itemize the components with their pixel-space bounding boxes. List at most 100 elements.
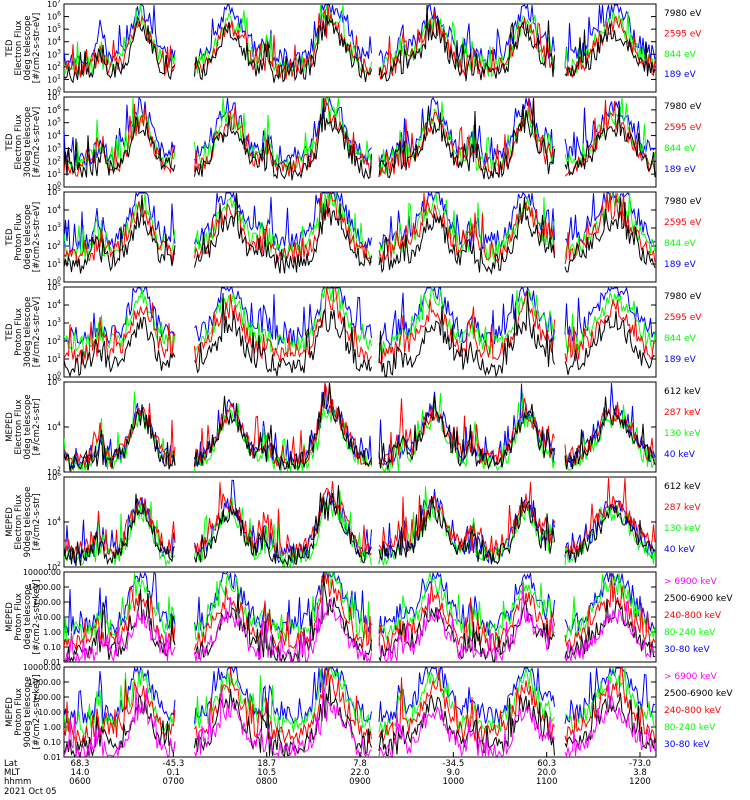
y-tick-label: 107 xyxy=(47,91,61,102)
y-tick-label: 104 xyxy=(47,299,61,310)
y-tick-label: 1000.00 xyxy=(28,678,61,687)
series-trace xyxy=(64,4,656,84)
y-axis-label: 0deg telescope xyxy=(23,15,33,80)
y-axis-label: TED xyxy=(5,39,15,58)
y-axis-label: TED xyxy=(5,323,15,342)
legend-entry: 189 eV xyxy=(664,70,697,80)
plot-area xyxy=(64,192,656,275)
y-axis-label: [#/cm2-s-str] xyxy=(32,399,42,456)
series-trace xyxy=(64,97,656,177)
y-tick-label: 10.00 xyxy=(38,708,61,717)
y-tick-label: 102 xyxy=(47,61,61,72)
legend-entry: 844 eV xyxy=(664,50,697,60)
y-axis-label: MEPED xyxy=(5,602,15,632)
series-trace xyxy=(64,391,656,472)
y-tick-label: 103 xyxy=(47,222,61,233)
series-trace xyxy=(64,97,656,167)
y-tick-label: 105 xyxy=(47,186,61,197)
series-trace xyxy=(64,4,656,69)
legend-entry: 287 keV xyxy=(664,503,701,513)
plot-area xyxy=(64,572,656,662)
y-tick-label: 103 xyxy=(47,48,61,59)
legend-entry: 844 eV xyxy=(664,334,697,344)
y-axis-label: 90deg telescope xyxy=(23,677,33,748)
y-tick-label: 100 xyxy=(47,86,61,97)
y-tick-label: 1.00 xyxy=(43,628,61,637)
y-tick-label: 102 xyxy=(47,561,61,572)
series-trace xyxy=(64,287,656,365)
legend-entry: 844 eV xyxy=(664,239,697,249)
legend-entry: 240-800 keV xyxy=(664,611,722,621)
y-tick-label: 101 xyxy=(47,73,61,84)
series-trace xyxy=(64,667,656,744)
y-axis-label: 0deg telescope xyxy=(23,204,33,269)
legend-entry: 612 keV xyxy=(664,482,701,492)
plot-frame xyxy=(63,3,657,93)
x-tick-lat: 60.3 xyxy=(537,759,556,769)
x-tick-hhmm: 1100 xyxy=(536,777,558,787)
legend-entry: > 6900 keV xyxy=(664,577,718,587)
y-tick-label: 105 xyxy=(47,23,61,34)
series-trace xyxy=(64,97,656,174)
x-tick-mlt: 9.0 xyxy=(447,768,461,778)
panel-4: 100 101 102 103 104 105 TED Proton Flux 30deg te… xyxy=(5,281,702,382)
y-tick-label: 0.10 xyxy=(43,738,61,747)
y-tick-label: 104 xyxy=(47,516,61,527)
y-tick-label: 105 xyxy=(47,117,61,128)
y-axis-label: 30deg telescope xyxy=(23,297,33,368)
y-axis-label: [#/cm2-s-str-eV] xyxy=(32,13,42,83)
series-trace xyxy=(64,681,656,757)
y-tick-label: 100.00 xyxy=(33,693,61,702)
x-tick-mlt: 10.5 xyxy=(257,768,276,778)
series-trace xyxy=(64,192,656,253)
series-trace xyxy=(64,4,656,80)
y-tick-label: 0.01 xyxy=(43,753,61,762)
y-tick-label: 104 xyxy=(47,204,61,215)
x-tick-lat: -73.0 xyxy=(629,759,651,769)
legend-entry: 7980 eV xyxy=(664,197,702,207)
legend-entry: 40 keV xyxy=(664,450,696,460)
panel-6: 102 104 106 MEPED Electron Flux 90deg telesco… xyxy=(5,471,701,572)
series-trace xyxy=(64,477,656,559)
y-axis-label: Electron Flux xyxy=(14,494,24,549)
y-tick-label: 106 xyxy=(47,104,61,115)
x-tick-hhmm: 1200 xyxy=(629,777,651,787)
legend-entry: 189 eV xyxy=(664,355,697,365)
y-axis-label: 30deg telescope xyxy=(23,107,33,178)
series-trace xyxy=(64,287,656,355)
plot-area xyxy=(64,477,656,567)
legend-entry: 2500-6900 keV xyxy=(664,594,733,604)
plot-area xyxy=(64,382,656,472)
y-tick-label: 0.01 xyxy=(43,658,61,667)
legend-entry: 2595 eV xyxy=(664,29,702,39)
series-trace xyxy=(64,582,656,662)
x-tick-lat: 18.7 xyxy=(257,759,276,769)
panel-8: 0.01 0.10 1.00 10.00 100.00 1000.00 10000.00 ME… xyxy=(5,663,733,762)
y-tick-label: 106 xyxy=(47,11,61,22)
y-tick-label: 104 xyxy=(47,36,61,47)
series-trace xyxy=(64,572,656,643)
y-tick-label: 107 xyxy=(47,0,61,9)
y-tick-label: 1000.00 xyxy=(28,583,61,592)
y-tick-label: 101 xyxy=(47,258,61,269)
y-tick-label: 101 xyxy=(47,353,61,364)
plot-area xyxy=(64,667,656,757)
y-tick-label: 102 xyxy=(47,335,61,346)
legend-entry: 2595 eV xyxy=(664,313,702,323)
series-trace xyxy=(64,192,656,275)
y-axis-label: Electron Flux xyxy=(14,399,24,454)
series-trace xyxy=(64,486,656,567)
legend-entry: 80-240 keV xyxy=(664,628,716,638)
y-axis-label: 90deg telescope xyxy=(23,487,33,558)
y-axis-label: [#/cm2-s-str-eV] xyxy=(32,202,42,272)
x-tick-mlt: 3.8 xyxy=(633,768,647,778)
legend-entry: 2500-6900 keV xyxy=(664,689,733,699)
y-tick-label: 103 xyxy=(47,142,61,153)
y-axis-label: Proton Flux xyxy=(14,308,24,356)
plot-frame xyxy=(63,286,657,378)
x-tick-lat: -45.3 xyxy=(162,759,184,769)
legend-entry: 7980 eV xyxy=(664,9,702,19)
x-tick-hhmm: 0800 xyxy=(256,777,278,787)
